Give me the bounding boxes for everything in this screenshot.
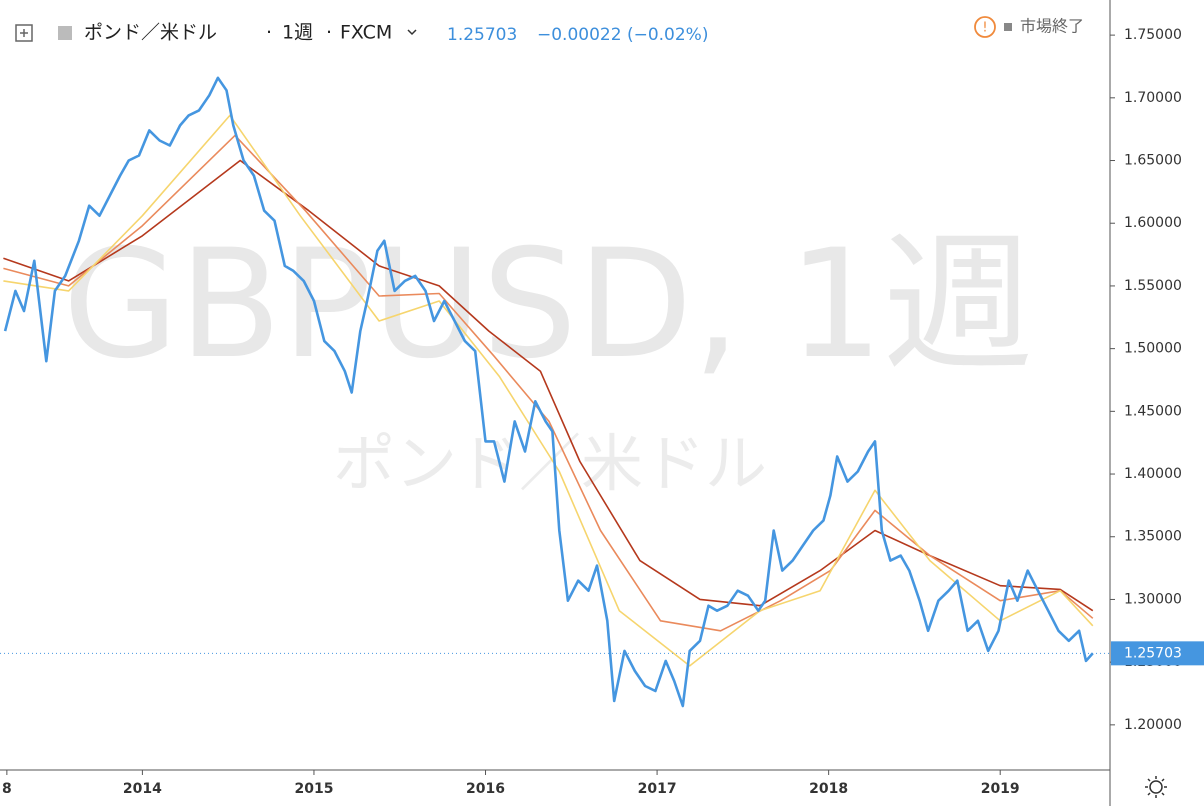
plot	[0, 76, 1110, 708]
add-icon[interactable]	[15, 24, 33, 42]
watermark-group: GBPUSD, 1週 ポンド／米ドル	[63, 218, 1034, 500]
symbol[interactable]: ポンド／米ドル	[84, 22, 217, 44]
price-change: −0.00022 (−0.02%)	[537, 25, 708, 45]
chevron[interactable]	[407, 29, 417, 36]
y-tick-label: 1.45000	[1124, 403, 1182, 419]
last-price-label: 1.25703	[1124, 645, 1182, 661]
gear-body	[1149, 780, 1163, 794]
x-tick-label: 2015	[294, 781, 333, 797]
x-tick-label: 2017	[638, 781, 677, 797]
x-tick-label: 2016	[466, 781, 505, 797]
y-tick-label: 1.65000	[1124, 153, 1182, 169]
watermark-symbol: ポンド／米ドル	[333, 427, 767, 500]
last-price-box	[1111, 641, 1204, 666]
price-line	[3, 76, 1094, 708]
x-tick-label: 2018	[809, 781, 848, 797]
y-tick-label: 1.70000	[1124, 90, 1182, 106]
source[interactable]: FXCM	[340, 22, 392, 44]
symbol-icon	[58, 26, 72, 40]
watermark: GBPUSD, 1週	[63, 218, 1034, 392]
x-tick-label: 8	[2, 781, 12, 797]
add-icon-plus	[20, 29, 28, 37]
separator: ·	[326, 22, 332, 44]
y-tick-label: 1.75000	[1124, 27, 1182, 43]
market-status: 市場終了	[1020, 17, 1084, 36]
y-tick-label: 1.35000	[1124, 529, 1182, 545]
separator: ·	[266, 22, 272, 44]
y-tick-label: 1.30000	[1124, 591, 1182, 607]
y-tick-label: 1.55000	[1124, 278, 1182, 294]
settings-icon[interactable]	[1145, 776, 1167, 798]
alert-icon[interactable]	[974, 16, 996, 38]
last-price: 1.25703	[447, 25, 517, 45]
moving-average	[3, 114, 1094, 667]
status-dot	[1004, 23, 1012, 31]
y-tick-label: 1.40000	[1124, 466, 1182, 482]
y-tick-label: 1.50000	[1124, 341, 1182, 357]
x-tick-label: 2019	[981, 781, 1020, 797]
y-tick-label: 1.20000	[1124, 717, 1182, 733]
y-tick-label: 1.60000	[1124, 215, 1182, 231]
x-tick-label: 2014	[123, 781, 162, 797]
gear-teeth	[1145, 776, 1167, 798]
alert-mark: !	[982, 21, 987, 36]
interval[interactable]: 1週	[282, 22, 313, 44]
header: ポンド／米ドル · 1週 · FXCM 1.25703 −0.00022 (−0…	[15, 16, 1084, 45]
